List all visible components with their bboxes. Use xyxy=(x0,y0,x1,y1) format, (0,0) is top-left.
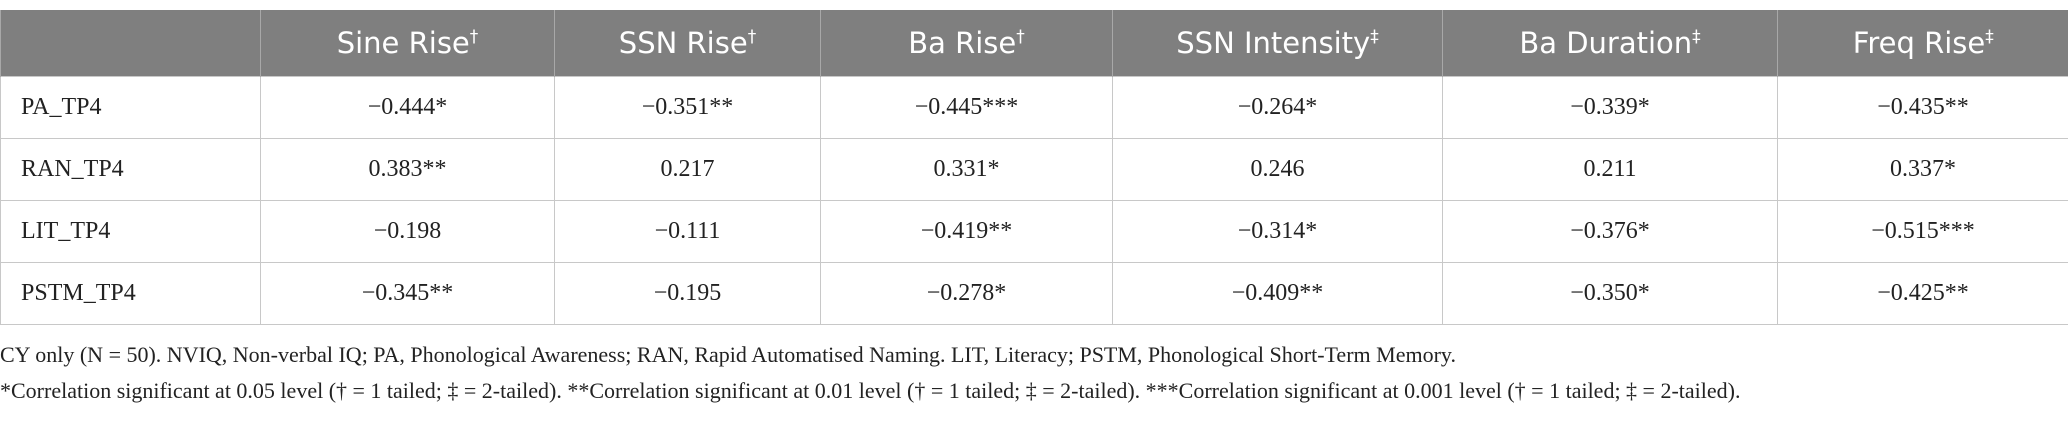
column-header: Ba Rise† xyxy=(820,10,1113,77)
row-label: RAN_TP4 xyxy=(0,138,261,201)
column-mark: ‡ xyxy=(1692,27,1701,47)
note: *Correlation significant at 0.05 level (… xyxy=(0,378,1741,403)
column-label: SSN Intensity xyxy=(1176,26,1371,60)
column-header: SSN Intensity‡ xyxy=(1112,10,1443,77)
table-cell: −0.419** xyxy=(820,200,1113,263)
column-label: SSN Rise xyxy=(618,26,748,60)
table-cell: −0.198 xyxy=(260,200,555,263)
table-cell: −0.351** xyxy=(554,76,821,139)
column-header: Ba Duration‡ xyxy=(1442,10,1778,77)
table-cell: −0.278* xyxy=(820,262,1113,325)
table-cell: −0.111 xyxy=(554,200,821,263)
column-header: Freq Rise‡ xyxy=(1777,10,2068,77)
table-cell: −0.314* xyxy=(1112,200,1443,263)
column-header: SSN Rise† xyxy=(554,10,821,77)
table-cell: −0.264* xyxy=(1112,76,1443,139)
header-corner xyxy=(0,10,261,77)
table-row: PA_TP4 −0.444* −0.351** −0.445*** −0.264* −0.… xyxy=(0,76,2068,139)
table-cell: −0.425** xyxy=(1777,262,2068,325)
table-row: PSTM_TP4 −0.345** −0.195 −0.278* −0.409** −0.… xyxy=(0,262,2068,325)
note: CY only (N = 50). NVIQ, Non-verbal IQ; P… xyxy=(0,342,1456,367)
table-cell: 0.337* xyxy=(1777,138,2068,201)
column-mark: † xyxy=(469,27,479,47)
column-mark: ‡ xyxy=(1370,27,1379,47)
table-cell: 0.331* xyxy=(820,138,1113,201)
column-mark: ‡ xyxy=(1985,27,1994,47)
table-row: RAN_TP4 0.383** 0.217 0.331* 0.246 0.211 0.337… xyxy=(0,138,2068,201)
table-cell: −0.444* xyxy=(260,76,555,139)
table-cell: −0.515*** xyxy=(1777,200,2068,263)
header-row: Sine Rise† SSN Rise† Ba Rise† SSN Intensity… xyxy=(0,10,2068,77)
column-label: Freq Rise xyxy=(1852,26,1986,60)
table-cell: 0.383** xyxy=(260,138,555,201)
table-cell: −0.339* xyxy=(1442,76,1778,139)
column-label: Ba Rise xyxy=(908,26,1017,60)
table-cell: −0.195 xyxy=(554,262,821,325)
column-header: Sine Rise† xyxy=(260,10,555,77)
table-cell: −0.350* xyxy=(1442,262,1778,325)
correlation-table: Sine Rise† SSN Rise† Ba Rise† SSN Intensity… xyxy=(0,10,2068,325)
column-label: Sine Rise xyxy=(336,26,470,60)
column-label: Ba Duration xyxy=(1519,26,1693,60)
column-mark: † xyxy=(1016,27,1025,47)
table-row: LIT_TP4 −0.198 −0.111 −0.419** −0.314* −0.376… xyxy=(0,200,2068,263)
table-cell: −0.445*** xyxy=(820,76,1113,139)
row-label: LIT_TP4 xyxy=(0,200,261,263)
column-mark: † xyxy=(747,27,757,47)
table-cell: −0.409** xyxy=(1112,262,1443,325)
table-cell: 0.211 xyxy=(1442,138,1778,201)
table-cell: −0.376* xyxy=(1442,200,1778,263)
table-cell: −0.345** xyxy=(260,262,555,325)
table-cell: 0.246 xyxy=(1112,138,1443,201)
table-cell: 0.217 xyxy=(554,138,821,201)
row-label: PSTM_TP4 xyxy=(0,262,261,325)
row-label: PA_TP4 xyxy=(0,76,261,139)
table-cell: −0.435** xyxy=(1777,76,2068,139)
